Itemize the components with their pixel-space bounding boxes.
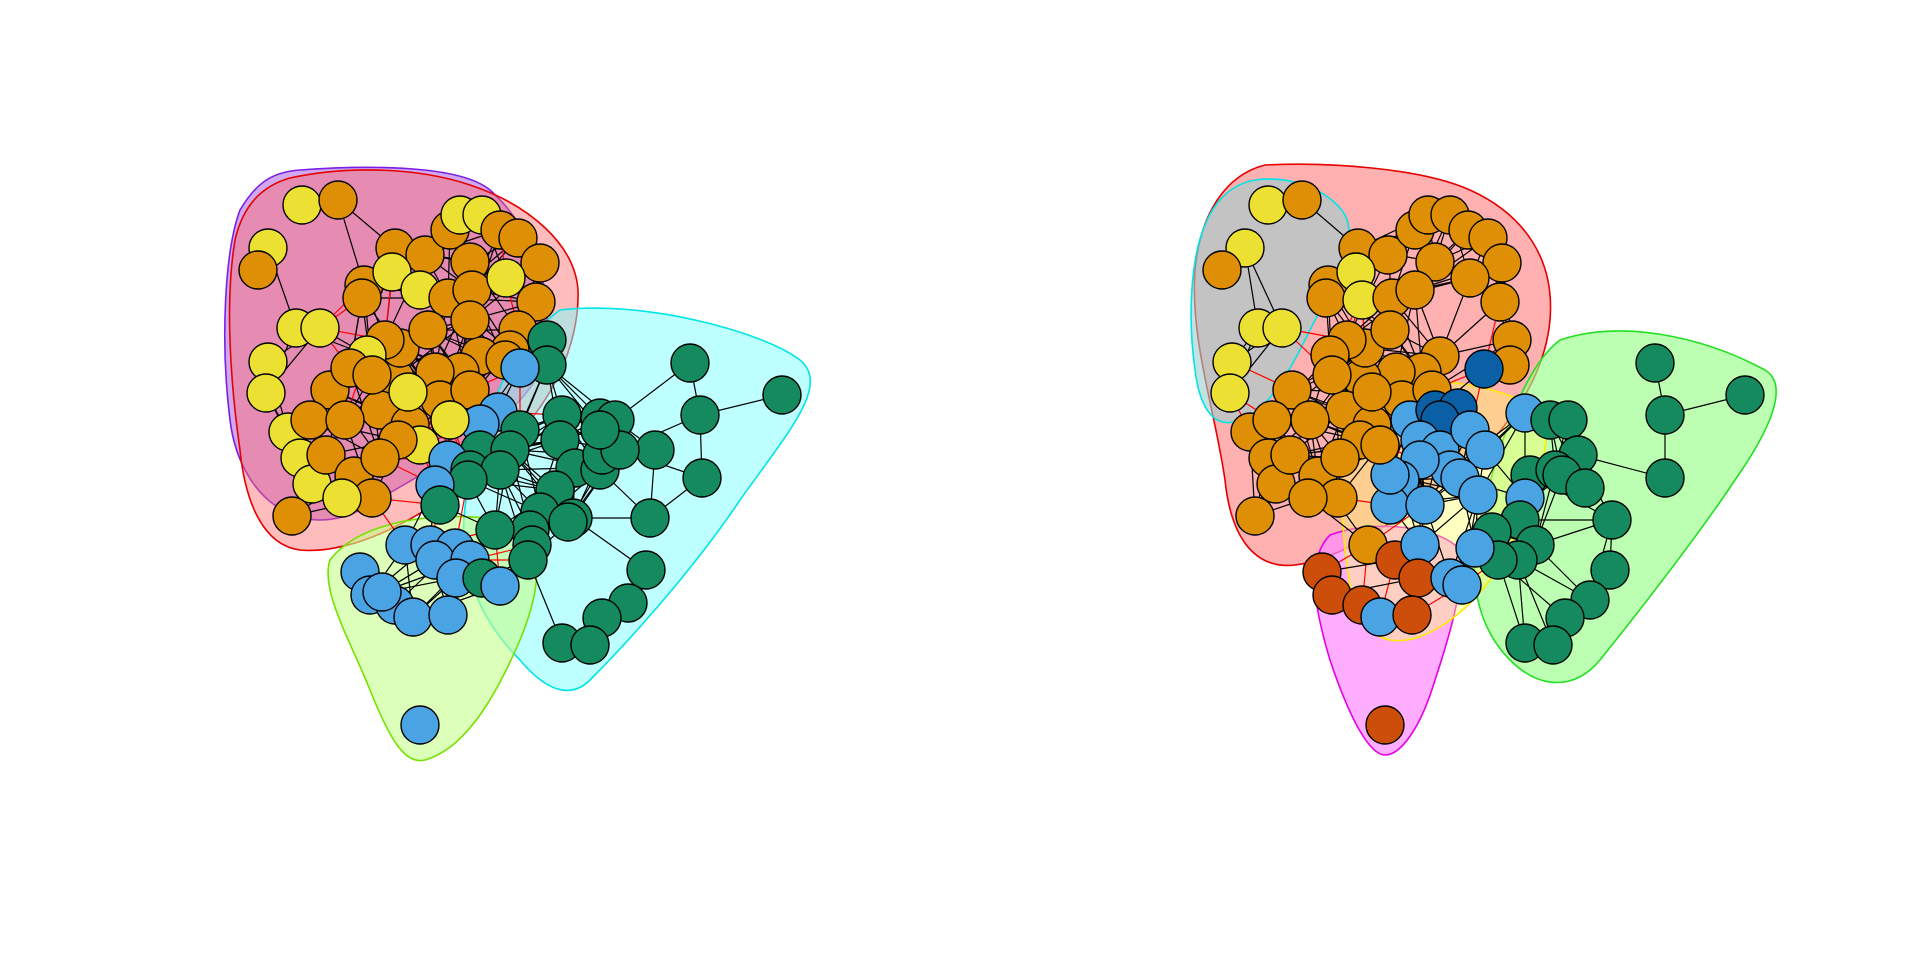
node-yellow [246, 373, 286, 413]
node-green [475, 510, 515, 550]
node-rust [1365, 705, 1405, 745]
node-orange [1395, 270, 1435, 310]
node-orange [325, 400, 365, 440]
node-orange [272, 496, 312, 536]
node-blue [480, 566, 520, 606]
node-orange [1202, 250, 1242, 290]
node-orange [238, 250, 278, 290]
node-rust [1392, 595, 1432, 635]
node-blue [1458, 475, 1498, 515]
node-green [635, 430, 675, 470]
node-green [626, 550, 666, 590]
node-green [680, 395, 720, 435]
node-yellow [388, 372, 428, 412]
node-orange [1450, 258, 1490, 298]
node-green [1645, 458, 1685, 498]
node-orange [1252, 400, 1292, 440]
node-green [1645, 395, 1685, 435]
node-yellow [486, 258, 526, 298]
node-blue [362, 572, 402, 612]
node-orange [1352, 372, 1392, 412]
node-blue [428, 595, 468, 635]
node-yellow [372, 252, 412, 292]
node-orange [360, 438, 400, 478]
node-orange [1320, 438, 1360, 478]
node-green [570, 625, 610, 665]
node-orange [1480, 282, 1520, 322]
node-yellow [1248, 185, 1288, 225]
node-blue [1400, 525, 1440, 565]
node-orange [306, 435, 346, 475]
node-orange [1235, 496, 1275, 536]
node-orange [1312, 355, 1352, 395]
node-green [1635, 343, 1675, 383]
node-orange [1368, 235, 1408, 275]
node-green [1590, 550, 1630, 590]
node-yellow [300, 308, 340, 348]
node-orange [1270, 435, 1310, 475]
node-orange [1272, 370, 1312, 410]
right-network-panel [1190, 163, 1777, 756]
node-green [670, 343, 710, 383]
node-blue [1465, 430, 1505, 470]
node-orange [1306, 278, 1346, 318]
node-darkblue [1464, 349, 1504, 389]
node-green [508, 540, 548, 580]
node-yellow [1210, 373, 1250, 413]
node-blue [1455, 528, 1495, 568]
node-orange [408, 310, 448, 350]
node-yellow [322, 478, 362, 518]
node-orange [1290, 400, 1330, 440]
node-green [548, 502, 588, 542]
node-orange [1415, 242, 1455, 282]
node-layer [238, 180, 802, 745]
node-green [630, 498, 670, 538]
node-orange [1282, 180, 1322, 220]
node-green [1565, 468, 1605, 508]
node-orange [498, 218, 538, 258]
node-yellow [430, 400, 470, 440]
node-orange [1288, 478, 1328, 518]
node-orange [1482, 243, 1522, 283]
node-blue [400, 705, 440, 745]
node-orange [352, 355, 392, 395]
node-green [580, 410, 620, 450]
node-green [1592, 500, 1632, 540]
node-blue [500, 348, 540, 388]
node-orange [342, 278, 382, 318]
node-orange [450, 300, 490, 340]
node-orange [520, 243, 560, 283]
node-orange [290, 400, 330, 440]
node-blue [1405, 485, 1445, 525]
node-yellow [1262, 308, 1302, 348]
node-orange [1360, 425, 1400, 465]
node-green [682, 458, 722, 498]
node-blue [1442, 565, 1482, 605]
node-blue [393, 597, 433, 637]
node-green [1548, 400, 1588, 440]
node-green [1725, 375, 1765, 415]
node-orange [516, 282, 556, 322]
node-green [1533, 625, 1573, 665]
node-layer [1202, 180, 1765, 745]
node-orange [1370, 310, 1410, 350]
node-green [762, 375, 802, 415]
node-orange [318, 180, 358, 220]
node-yellow [282, 185, 322, 225]
node-green [420, 485, 460, 525]
left-network-panel [224, 166, 812, 762]
